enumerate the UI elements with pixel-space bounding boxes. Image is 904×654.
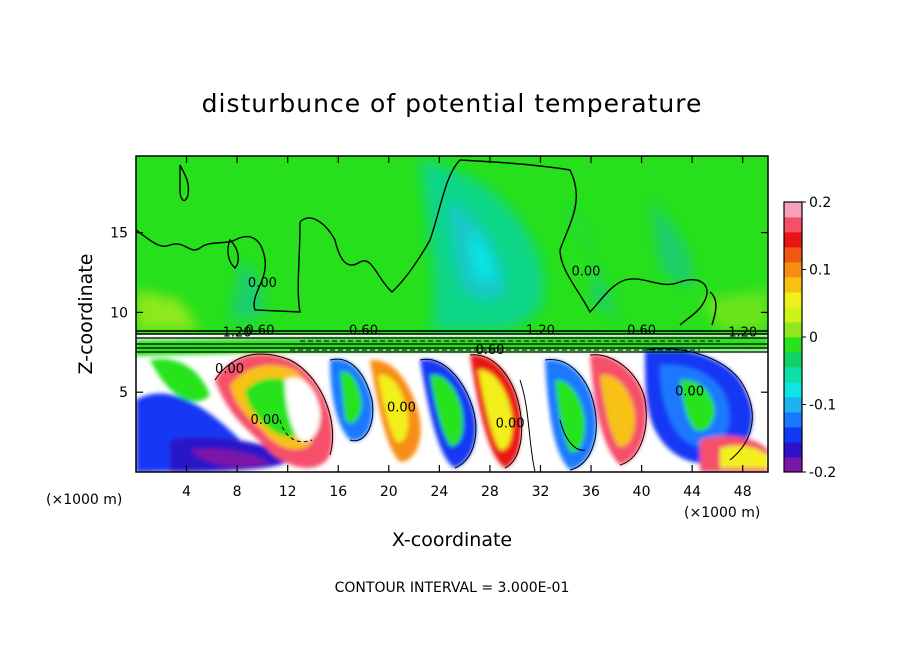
colorbar-tick-label: 0 [809, 330, 818, 346]
colorbar-swatch [784, 412, 802, 428]
colorbar-swatch [784, 382, 802, 398]
colorbar-swatch [784, 337, 802, 353]
colorbar-swatch [784, 307, 802, 323]
plot-area [136, 156, 768, 472]
colorbar-swatch [784, 367, 802, 383]
x-tick-label: 36 [582, 484, 600, 500]
x-axis-title: X-coordinate [392, 529, 512, 551]
x-tick-label: 20 [380, 484, 398, 500]
contour-label: 0.00 [215, 362, 244, 377]
contour-label: 0.00 [387, 400, 416, 415]
colorbar-swatch [784, 247, 802, 263]
colorbar-swatch [784, 442, 802, 458]
x-tick-label: 8 [233, 484, 242, 500]
colorbar-swatch [784, 262, 802, 278]
colorbar-swatch [784, 292, 802, 308]
contour-label: 0.00 [675, 384, 704, 399]
x-axis: 4 8 12 16 20 24 28 32 36 40 44 48 [182, 156, 752, 500]
colorbar-swatch [784, 397, 802, 413]
upper-contours [136, 159, 717, 326]
contour-label: 0.00 [496, 416, 525, 431]
contour-labels: 0.000.001.200.60 0.60 1.20 0.60 1.200.600.00… [215, 265, 757, 432]
contour-label: 0.60 [349, 324, 378, 339]
contour-label: 1.20 [223, 325, 252, 340]
colorbar-tick-label: 0.1 [809, 263, 831, 279]
x-tick-label: 16 [329, 484, 347, 500]
y-tick-label: 15 [110, 226, 128, 242]
contour-interval-note: CONTOUR INTERVAL = 3.000E-01 [335, 580, 570, 596]
colorbar-swatch [784, 457, 802, 473]
lower-contours [214, 348, 753, 472]
contour-label: 0.60 [475, 343, 504, 358]
colorbar-tick-label: -0.2 [809, 465, 836, 481]
x-unit-right: (×1000 m) [684, 505, 760, 521]
inversion-lines [136, 330, 768, 353]
contour-label: 0.00 [250, 413, 279, 428]
contour-label: 1.20 [728, 325, 757, 340]
colorbar-swatch [784, 217, 802, 233]
x-unit-left: (×1000 m) [46, 492, 122, 508]
x-tick-label: 48 [734, 484, 752, 500]
colorbar-swatch [784, 232, 802, 248]
colorbar-swatch [784, 202, 802, 218]
colorbar-swatch [784, 352, 802, 368]
x-tick-label: 28 [481, 484, 499, 500]
x-tick-label: 32 [532, 484, 550, 500]
contour-label: 0.60 [245, 324, 274, 339]
colorbar-swatch [784, 427, 802, 443]
y-tick-label: 10 [110, 305, 128, 321]
y-axis-title: Z-coordinate [75, 254, 97, 375]
x-tick-label: 40 [633, 484, 651, 500]
contour-label: 0.60 [627, 324, 656, 339]
colorbar-swatch [784, 277, 802, 293]
contour-label: 0.00 [248, 276, 277, 291]
x-tick-label: 12 [279, 484, 297, 500]
plot-frame [135, 155, 769, 473]
contour-label: 0.00 [572, 265, 601, 280]
colorbar: -0.2 -0.1 0 0.1 0.2 [783, 195, 836, 481]
y-tick-label: 5 [119, 385, 128, 401]
colorbar-tick-label: 0.2 [809, 195, 831, 211]
x-tick-label: 24 [430, 484, 448, 500]
colorbar-tick-label: -0.1 [809, 398, 836, 414]
upper-field-shading [136, 160, 768, 330]
chart-title: disturbunce of potential temperature [202, 89, 703, 118]
x-tick-label: 4 [182, 484, 191, 500]
x-tick-label: 44 [683, 484, 701, 500]
y-axis: 5 10 15 [110, 226, 768, 401]
contour-label: 1.20 [526, 324, 555, 339]
colorbar-swatch [784, 322, 802, 338]
